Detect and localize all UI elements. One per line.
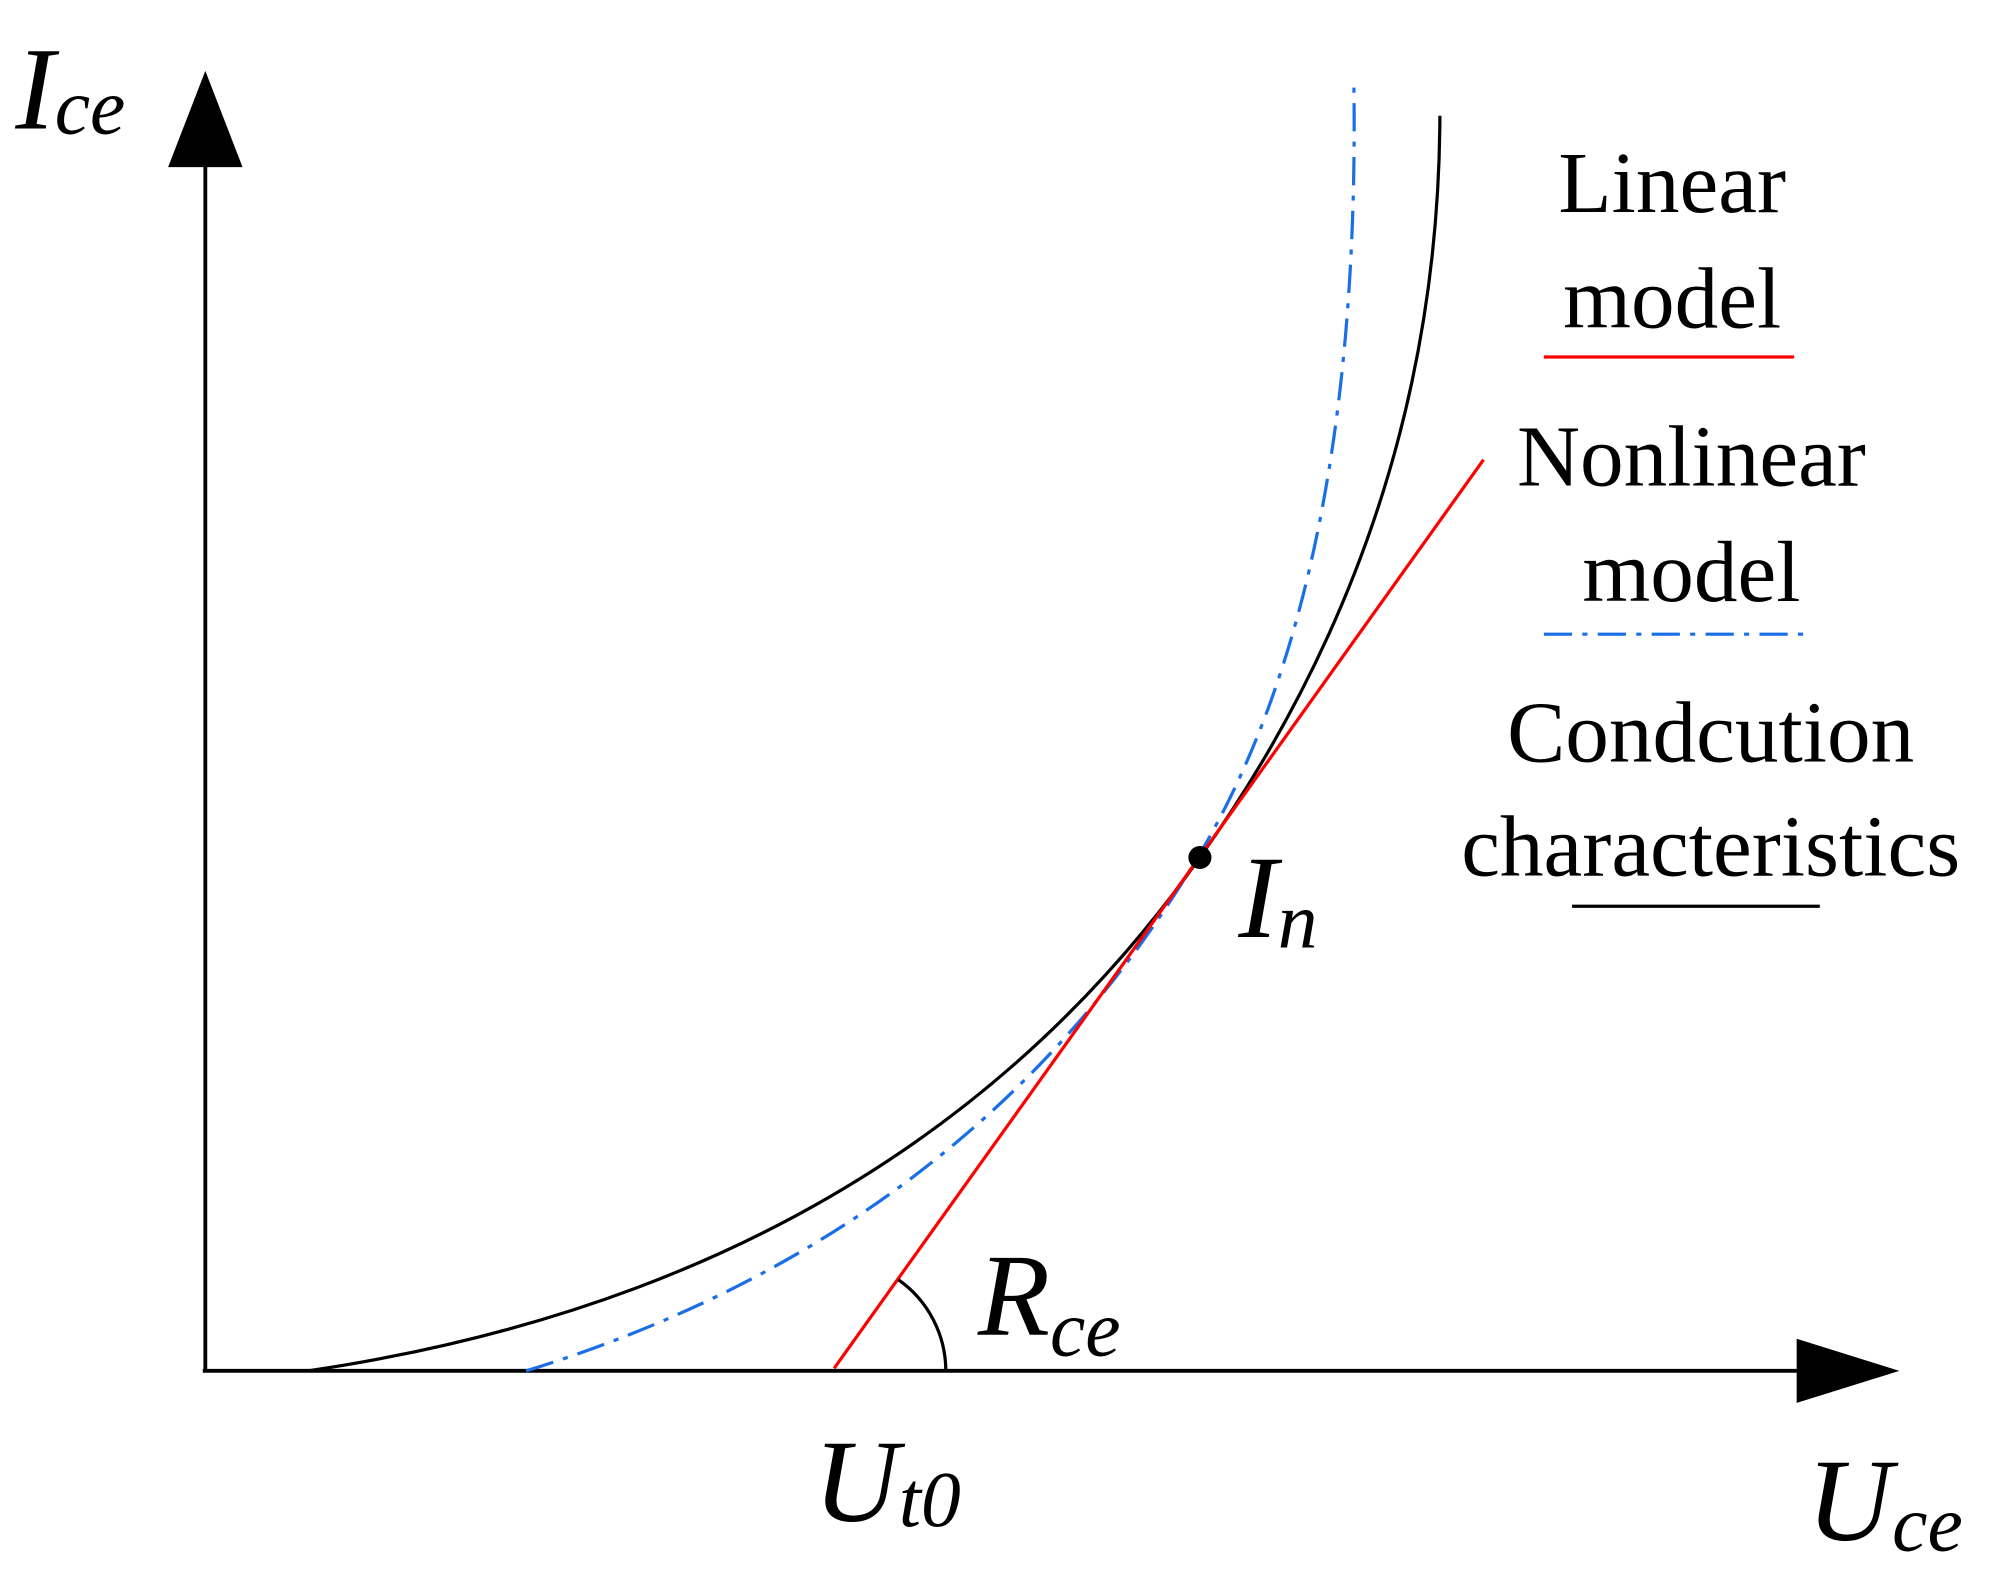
legend-text: model <box>1582 523 1800 620</box>
legend-text: Linear <box>1558 134 1786 231</box>
rated-point-label: In <box>1237 832 1317 965</box>
legend-text: characteristics <box>1461 797 1960 894</box>
legend-text: model <box>1563 249 1781 346</box>
label-sub: t0 <box>899 1456 961 1544</box>
rated-point <box>1188 845 1212 870</box>
x-axis-label: Uce <box>1807 1435 1963 1568</box>
label-sub: ce <box>55 64 126 152</box>
label-main: I <box>1237 832 1282 963</box>
angle-arc <box>897 1278 948 1371</box>
label-sub: n <box>1278 877 1318 965</box>
linear-line <box>832 458 1485 1370</box>
legend-text: Nonlinear <box>1517 407 1866 504</box>
y-arrow <box>168 70 243 168</box>
label-main: U <box>814 1416 906 1547</box>
label-sub: ce <box>1050 1285 1121 1373</box>
label-main: I <box>14 24 59 155</box>
label-sub: ce <box>1892 1481 1963 1569</box>
threshold-label: Ut0 <box>814 1416 961 1547</box>
label-main: R <box>977 1230 1050 1361</box>
y-axis-label: Ice <box>14 24 125 155</box>
label-main: U <box>1807 1435 1899 1566</box>
x-arrow <box>1796 1338 1900 1403</box>
resistance-label: Rce <box>977 1230 1121 1374</box>
legend-text: Condcution <box>1507 683 1914 780</box>
